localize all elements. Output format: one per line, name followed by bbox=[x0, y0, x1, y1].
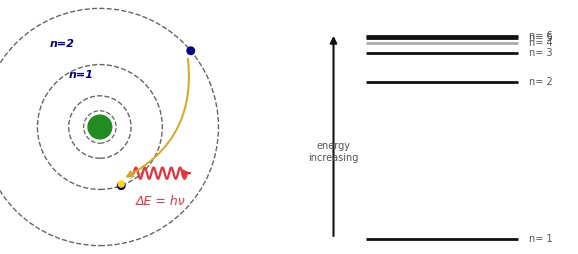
Circle shape bbox=[117, 182, 125, 189]
Text: energy
increasing: energy increasing bbox=[308, 141, 359, 163]
Text: n=1: n=1 bbox=[69, 70, 94, 80]
Text: n= 1: n= 1 bbox=[529, 234, 553, 244]
Circle shape bbox=[187, 47, 194, 55]
Text: n=2: n=2 bbox=[50, 39, 75, 49]
Circle shape bbox=[118, 181, 124, 187]
Text: n= 5: n= 5 bbox=[529, 33, 553, 43]
Circle shape bbox=[88, 115, 112, 139]
Text: n= 2: n= 2 bbox=[529, 77, 553, 87]
Text: n= 6: n= 6 bbox=[529, 30, 553, 41]
Text: n= 3: n= 3 bbox=[529, 48, 553, 58]
Text: n= 4: n= 4 bbox=[529, 38, 553, 48]
Text: ΔE = hν: ΔE = hν bbox=[135, 195, 185, 208]
